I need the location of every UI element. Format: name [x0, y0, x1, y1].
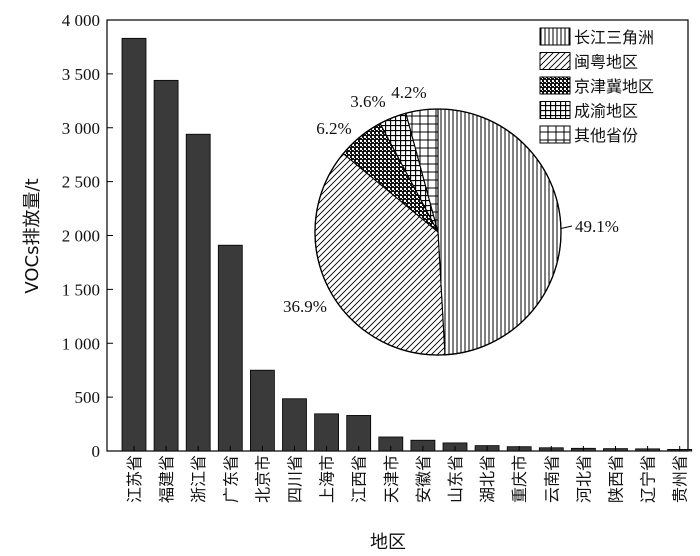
- x-tick-label: 北京市: [253, 455, 272, 503]
- pie-value-label: 3.6%: [350, 92, 385, 111]
- legend-label: 其他省份: [574, 126, 638, 145]
- y-tick-label: 500: [75, 388, 101, 407]
- x-tick-label: 贵州省: [671, 455, 690, 503]
- pie-value-label: 4.2%: [391, 83, 426, 102]
- x-tick-label: 江西省: [350, 455, 369, 503]
- pie-leader-line: [560, 225, 573, 230]
- x-tick-label: 浙江省: [189, 455, 208, 503]
- x-tick-label: 江苏省: [125, 455, 144, 503]
- x-tick-label: 安徽省: [414, 455, 433, 503]
- y-tick-label: 3 500: [62, 65, 100, 84]
- legend-label: 长江三角洲: [574, 28, 654, 47]
- y-tick-label: 3 000: [62, 119, 100, 138]
- y-tick-label: 0: [92, 442, 101, 461]
- legend-swatch: [539, 125, 571, 144]
- y-tick-label: 2 500: [62, 173, 100, 192]
- bar: [249, 369, 275, 452]
- bar: [346, 415, 372, 452]
- bar: [282, 398, 307, 452]
- legend-swatch: [539, 52, 571, 70]
- pie-value-label: 6.2%: [316, 119, 351, 138]
- pie-slice: [437, 108, 562, 356]
- y-tick-label: 1 000: [62, 334, 100, 353]
- y-axis-label: VOCs排放量/t: [22, 178, 43, 293]
- bar: [153, 79, 179, 452]
- legend-label: 京津冀地区: [574, 77, 654, 96]
- legend-label: 成渝地区: [574, 102, 638, 121]
- x-tick-label: 广东省: [221, 455, 240, 503]
- y-tick-label: 2 000: [62, 227, 100, 246]
- bar: [217, 244, 243, 452]
- pie-value-label: 36.9%: [283, 297, 327, 316]
- x-tick-label: 陕西省: [607, 455, 626, 503]
- x-tick-label: 辽宁省: [639, 455, 658, 503]
- legend-label: 闽粤地区: [574, 53, 638, 72]
- x-tick-label: 福建省: [157, 455, 176, 503]
- x-tick-label: 河北省: [574, 455, 593, 503]
- pie-outline: [314, 108, 562, 356]
- x-tick-label: 上海市: [318, 455, 337, 503]
- bar: [121, 37, 147, 452]
- legend-swatch: [539, 101, 571, 119]
- x-tick-label: 重庆市: [510, 455, 529, 503]
- x-tick-label: 湖北省: [478, 455, 497, 503]
- bar: [314, 413, 340, 452]
- x-tick-label: 云南省: [542, 455, 561, 503]
- x-tick-label: 四川省: [286, 455, 305, 503]
- pie-chart: 49.1% 36.9% 6.2% 3.6% 4.2%: [283, 83, 619, 356]
- y-tick-label: 1 500: [62, 280, 100, 299]
- x-axis-label: 地区: [370, 532, 406, 553]
- y-tick-label: 4 000: [62, 11, 100, 30]
- x-tick-label: 天津市: [382, 455, 401, 503]
- bar-chart: 4 000 3 500 3 000 2 500 2 000 1 500 1 000 500 0 江…: [22, 11, 693, 553]
- pie-value-label: 49.1%: [575, 217, 619, 236]
- legend-swatch: [539, 27, 571, 46]
- legend-swatch: [539, 76, 571, 95]
- x-tick-label: 山东省: [446, 455, 465, 503]
- bar: [185, 133, 211, 452]
